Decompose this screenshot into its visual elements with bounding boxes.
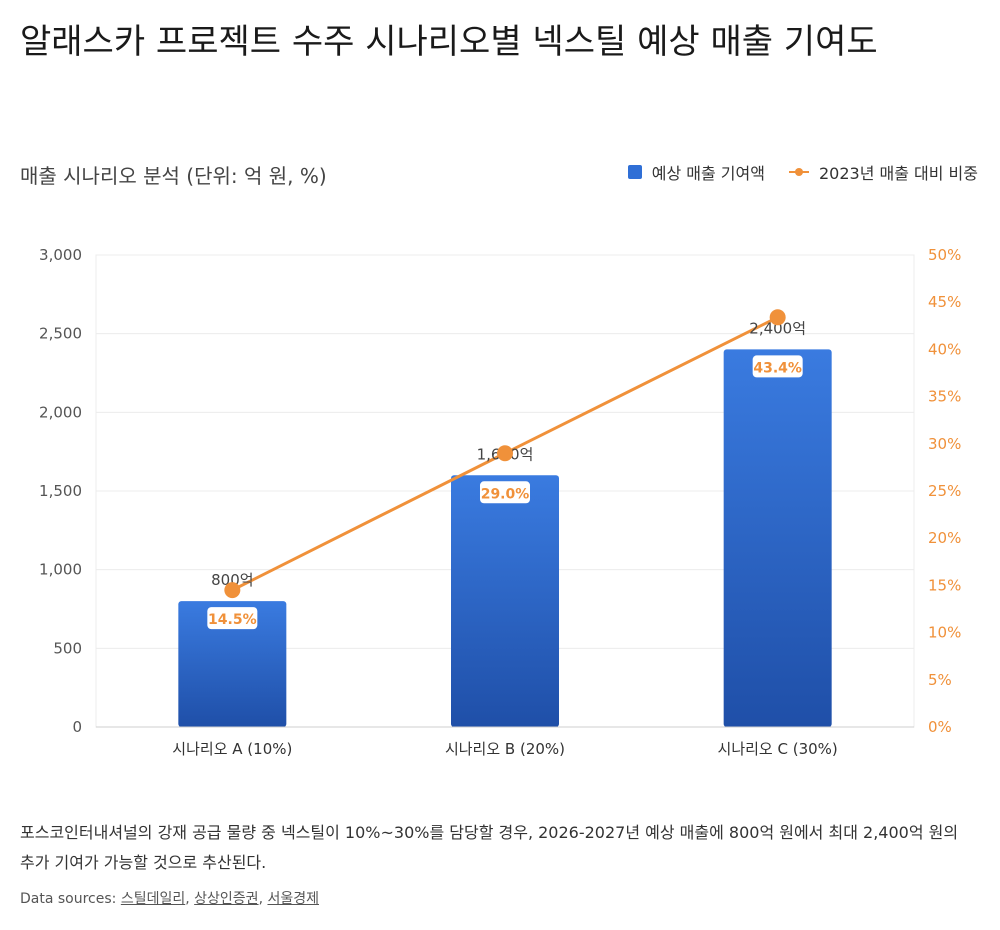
line-value-label: 29.0% <box>481 486 530 502</box>
y-right-tick-label: 10% <box>928 624 961 642</box>
y-left-tick-label: 500 <box>53 639 82 657</box>
line-value-label: 14.5% <box>208 612 257 628</box>
bar[interactable] <box>451 475 559 727</box>
y-left-tick-label: 1,000 <box>39 561 82 579</box>
y-left-tick-label: 0 <box>72 718 82 736</box>
legend-line-swatch <box>788 168 809 176</box>
y-right-tick-label: 30% <box>928 435 961 453</box>
y-right-tick-label: 50% <box>928 246 961 264</box>
bar[interactable] <box>178 601 287 727</box>
bar-value-label: 800억 <box>211 571 253 589</box>
line-value-label-bg <box>752 355 803 378</box>
legend-item-bars[interactable]: 예상 매출 기여액 <box>627 160 765 184</box>
y-left-tick-label: 3,000 <box>39 246 82 264</box>
y-right-tick-label: 25% <box>928 482 961 500</box>
y-left-tick-label: 1,500 <box>39 482 82 500</box>
chart-legend: 예상 매출 기여액 2023년 매출 대비 비중 <box>604 160 978 184</box>
x-tick-label: 시나리오 B (20%) <box>445 740 565 758</box>
x-tick-label: 시나리오 C (30%) <box>718 740 838 758</box>
legend-line-label: 2023년 매출 대비 비중 <box>818 164 978 183</box>
legend-bar-label: 예상 매출 기여액 <box>651 164 765 183</box>
chart-description: 포스코인터내셔널의 강재 공급 물량 중 넥스틸이 10%~30%를 담당할 경… <box>20 823 959 872</box>
y-right-tick-label: 20% <box>928 529 961 547</box>
source-link-2[interactable]: 상상인증권 <box>194 891 259 907</box>
y-left-tick-label: 2,000 <box>39 403 82 421</box>
bar[interactable] <box>723 349 832 727</box>
line-point[interactable] <box>224 582 241 599</box>
source-link-3[interactable]: 서울경제 <box>267 891 319 907</box>
y-right-tick-label: 5% <box>928 671 952 689</box>
line-value-label-bg <box>207 607 258 630</box>
x-tick-label: 시나리오 A (10%) <box>172 740 292 758</box>
chart-subtitle: 매출 시나리오 분석 (단위: 억 원, %) <box>20 164 327 188</box>
line-point[interactable] <box>769 309 786 326</box>
line-value-label-bg <box>480 481 530 504</box>
y-right-tick-label: 35% <box>928 388 961 406</box>
source-link-1[interactable]: 스틸데일리 <box>120 891 186 907</box>
data-sources: Data sources: 스틸데일리, 상상인증권, 서울경제 <box>20 891 319 907</box>
sources-prefix: Data sources: <box>20 891 121 907</box>
legend-bar-swatch <box>627 165 642 179</box>
chart-title: 알래스카 프로젝트 수주 시나리오별 넥스틸 예상 매출 기여도 <box>20 22 878 62</box>
y-left-tick-label: 2,500 <box>39 325 82 343</box>
y-right-tick-label: 45% <box>928 293 961 311</box>
bar-value-label: 2,400억 <box>749 319 806 337</box>
y-right-tick-label: 0% <box>928 718 952 736</box>
y-right-tick-label: 15% <box>928 576 961 594</box>
line-point[interactable] <box>497 445 513 462</box>
line-value-label: 43.4% <box>753 360 802 376</box>
legend-item-line[interactable]: 2023년 매출 대비 비중 <box>788 160 978 184</box>
y-right-tick-label: 40% <box>928 340 961 358</box>
